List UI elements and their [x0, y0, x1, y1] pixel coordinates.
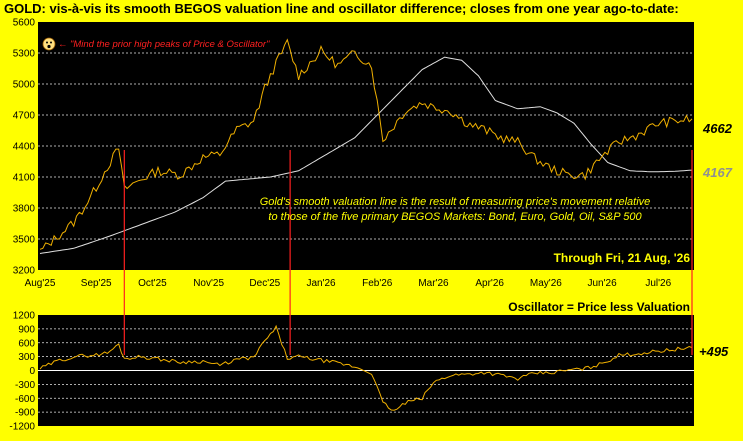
last-valuation-label: 4167 [702, 165, 733, 180]
month-tick-label: Mar'26 [418, 278, 449, 289]
month-tick-label: Apr'26 [475, 278, 504, 289]
note-line-1: Gold's smooth valuation line is the resu… [260, 196, 651, 208]
month-tick-label: Sep'25 [81, 278, 112, 289]
price-y-tick-label: 5600 [13, 18, 36, 29]
oscillator-line [39, 324, 693, 411]
price-y-tick-label: 3800 [13, 204, 36, 215]
month-tick-label: Dec'25 [249, 278, 280, 289]
month-tick-label: Nov'25 [193, 278, 224, 289]
oscillator-y-tick-label: 900 [18, 324, 35, 335]
price-y-tick-label: 5300 [13, 49, 36, 60]
month-tick-label: Jan'26 [306, 278, 336, 289]
last-oscillator-label: +495 [699, 344, 729, 359]
month-tick-label: Jul'26 [645, 278, 671, 289]
price-y-axis-labels: 3200 3500 3800 4100 4400 4700 5000 5300 5600 [13, 18, 36, 277]
month-tick-label: May'26 [530, 278, 562, 289]
oscillator-y-tick-label: -1200 [9, 422, 35, 433]
through-date-label: Through Fri, 21 Aug, '26 [554, 251, 691, 265]
price-gridlines [38, 52, 694, 240]
oscillator-label: Oscillator = Price less Valuation [508, 300, 690, 314]
price-line [39, 38, 693, 250]
price-y-tick-label: 3200 [13, 266, 36, 277]
chart-title: GOLD: vis-à-vis its smooth BEGOS valuati… [4, 1, 679, 16]
price-y-tick-label: 4400 [13, 142, 36, 153]
oscillator-y-tick-label: 300 [18, 352, 35, 363]
peak-markers [123, 150, 693, 355]
valuation-line [39, 56, 693, 254]
annotation-arrow: ← [58, 39, 68, 50]
price-y-tick-label: 5000 [13, 80, 36, 91]
month-tick-label: Jun'26 [587, 278, 617, 289]
price-y-tick-label: 4700 [13, 111, 36, 122]
smiley-face-icon [42, 37, 56, 51]
annotation-text: "Mind the prior high peaks of Price & Os… [70, 39, 270, 50]
oscillator-y-tick-label: 1200 [13, 311, 36, 322]
month-tick-label: Oct'25 [138, 278, 167, 289]
oscillator-y-tick-label: -300 [15, 380, 35, 391]
series-layer [39, 38, 693, 411]
oscillator-y-axis-labels: 1200 900 600 300 0 -300 -600 -900 -1200 [9, 311, 35, 433]
oscillator-y-tick-label: -600 [15, 394, 35, 405]
month-axis-labels: Aug'25 Sep'25 Oct'25 Nov'25 Dec'25 Jan'26 Feb'… [25, 278, 672, 289]
note-line-2: to those of the five primary BEGOS Marke… [268, 211, 642, 223]
oscillator-gridlines [38, 328, 694, 413]
month-tick-label: Feb'26 [362, 278, 393, 289]
price-y-tick-label: 3500 [13, 235, 36, 246]
oscillator-y-tick-label: 0 [29, 366, 35, 377]
price-y-tick-label: 4100 [13, 173, 36, 184]
month-tick-label: Aug'25 [25, 278, 56, 289]
oscillator-y-tick-label: 600 [18, 338, 35, 349]
last-price-label: 4662 [702, 121, 733, 136]
oscillator-y-tick-label: -900 [15, 408, 35, 419]
